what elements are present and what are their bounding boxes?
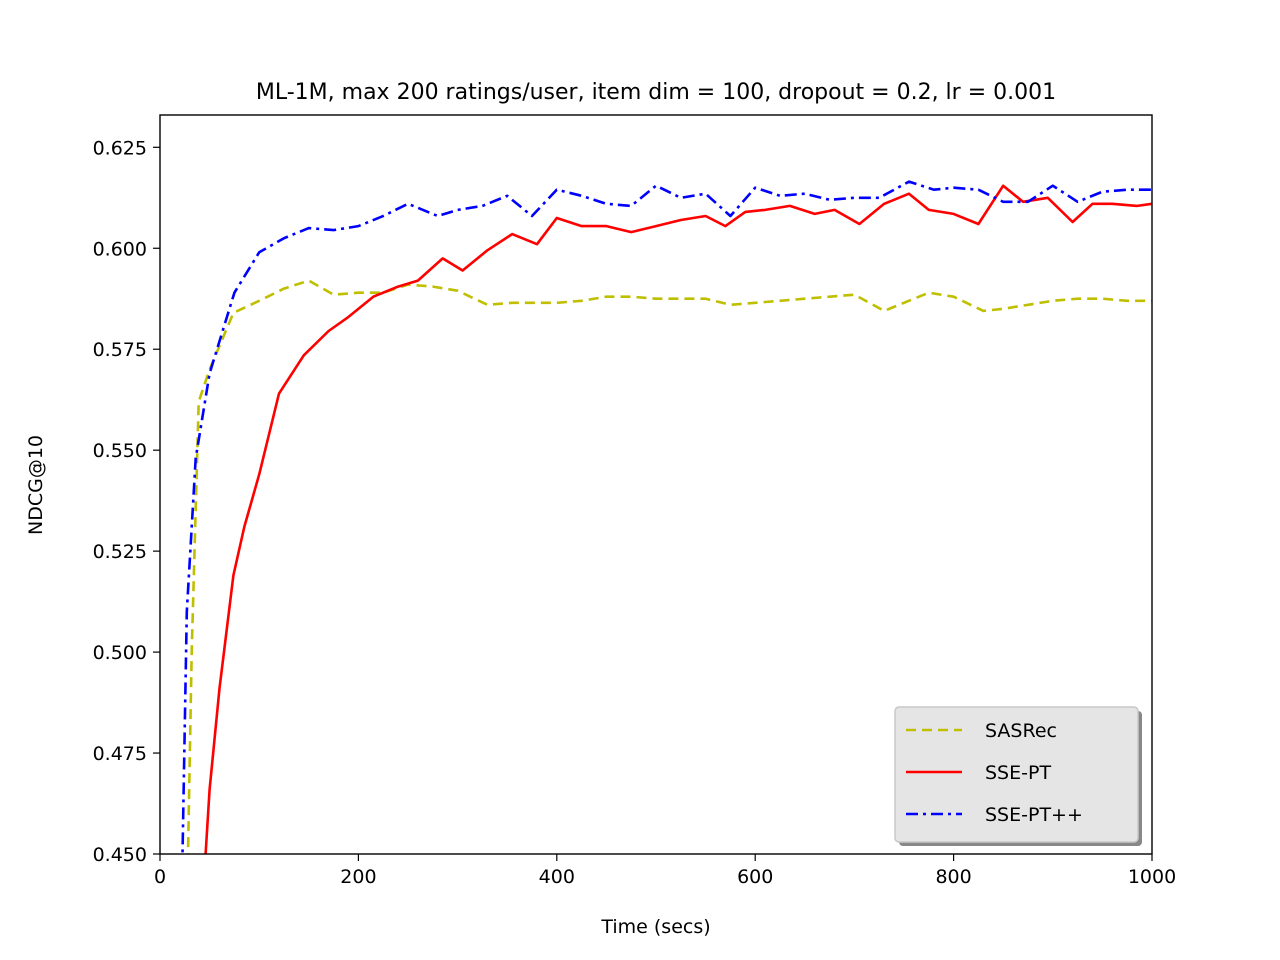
series-layer (181, 180, 1152, 854)
x-tick-label: 800 (935, 866, 971, 888)
y-tick-label: 0.575 (93, 339, 147, 361)
series-line-sasrec (186, 279, 1152, 854)
legend-label: SSE-PT (985, 762, 1051, 784)
legend-label: SASRec (985, 720, 1057, 742)
x-axis-label: Time (secs) (600, 916, 710, 938)
x-tick-label: 0 (154, 866, 166, 888)
y-tick-label: 0.475 (93, 743, 147, 765)
legend-label: SSE-PT++ (985, 804, 1083, 826)
y-tick-label: 0.550 (93, 440, 147, 462)
y-axis: 0.450 0.475 0.500 0.525 0.550 0.575 0.600 0.625 (93, 137, 160, 866)
chart-title: ML-1M, max 200 ratings/user, item dim = … (256, 80, 1056, 105)
x-tick-label: 1000 (1128, 866, 1176, 888)
legend-box (894, 706, 1139, 843)
plot-frame (159, 114, 1153, 855)
y-tick-label: 0.600 (93, 238, 147, 260)
y-tick-label: 0.625 (93, 137, 147, 159)
y-tick-label: 0.450 (93, 844, 147, 866)
x-tick-label: 200 (340, 866, 376, 888)
legend: SASRec SSE-PT SSE-PT++ (894, 706, 1142, 846)
y-tick-label: 0.525 (93, 541, 147, 563)
x-tick-label: 600 (737, 866, 773, 888)
x-axis: 0 200 400 600 800 1000 (154, 854, 1176, 888)
y-axis-label: NDCG@10 (25, 435, 47, 535)
x-tick-label: 400 (539, 866, 575, 888)
series-line-sse-pt- (181, 180, 1152, 854)
y-tick-label: 0.500 (93, 642, 147, 664)
